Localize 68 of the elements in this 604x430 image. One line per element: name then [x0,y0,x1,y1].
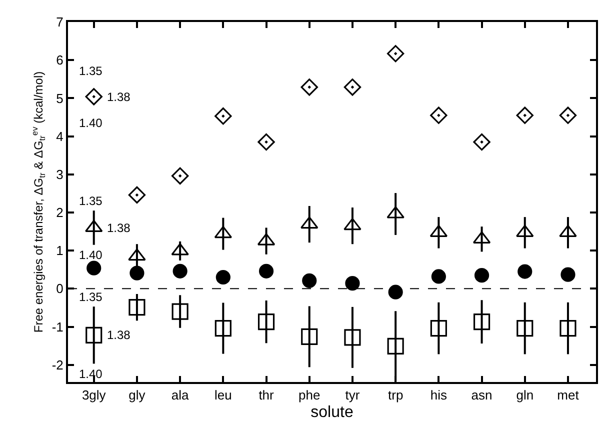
point [172,264,188,278]
point [473,314,490,330]
x-tick-label: 3gly [82,388,106,403]
x-axis-title: solute [310,404,354,421]
point [172,303,188,320]
y-tick-label: 4 [56,128,64,144]
point [516,320,534,337]
y-tick-label: 3 [56,166,64,182]
point [559,106,577,124]
point [560,320,576,337]
annotation: 1.40 [79,116,103,130]
x-tick-label: tyr [345,388,360,403]
y-tick-label: 7 [56,14,64,30]
x-tick-label: asn [471,388,492,403]
y-tick-label: 6 [56,52,64,68]
point [258,314,275,330]
x-tick-label: trp [388,388,404,403]
point [128,186,146,204]
point [386,45,404,62]
point [300,78,318,96]
annotation: 1.35 [79,64,103,78]
point [130,266,144,280]
point [85,88,102,106]
y-tick-label: 0 [56,281,64,296]
x-tick-label: met [557,388,580,403]
point [216,270,230,285]
y-tick-label: -2 [52,357,64,372]
x-tick-label: ala [171,388,190,403]
point [128,299,146,316]
annotation: 1.35 [79,194,103,208]
point [560,267,576,282]
x-tick-label: gln [516,388,534,403]
annotation: 1.40 [79,248,103,262]
y-tick-label: -1 [52,319,64,334]
annotation: 1.35 [79,290,103,304]
point [388,284,403,300]
point [345,276,360,291]
x-tick-label: gly [128,388,146,403]
point [214,320,232,337]
point [302,273,317,288]
x-tick-label: thr [258,388,275,403]
point [518,264,532,279]
point [516,106,534,124]
point [86,260,102,276]
point [86,326,102,344]
y-tick-label: 2 [56,205,64,220]
point [301,328,318,345]
y-tick-label: 1 [56,243,64,258]
point [473,133,490,151]
annotation: 1.38 [107,328,131,342]
point [387,338,404,354]
point [474,268,490,283]
point [344,329,361,346]
point [258,264,274,278]
point [430,320,447,337]
y-tick-label: 5 [56,90,64,106]
point [258,133,275,151]
annotation: 1.40 [79,367,103,381]
annotation: 1.38 [107,90,131,104]
point [171,167,189,184]
x-tick-label: leu [214,388,232,403]
point [344,78,362,96]
point [430,106,448,124]
x-tick-label: his [430,388,448,403]
x-tick-label: phe [298,388,320,403]
point [431,269,446,284]
annotation: 1.38 [107,221,131,235]
point [214,108,232,125]
